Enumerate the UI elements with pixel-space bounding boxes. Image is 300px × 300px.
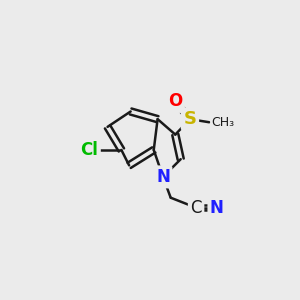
Text: O: O <box>168 92 182 110</box>
Text: CH₃: CH₃ <box>212 116 235 129</box>
Text: S: S <box>183 110 196 128</box>
Text: N: N <box>210 199 224 217</box>
Text: Cl: Cl <box>80 141 98 159</box>
Text: C: C <box>190 199 202 217</box>
Text: N: N <box>156 168 170 186</box>
